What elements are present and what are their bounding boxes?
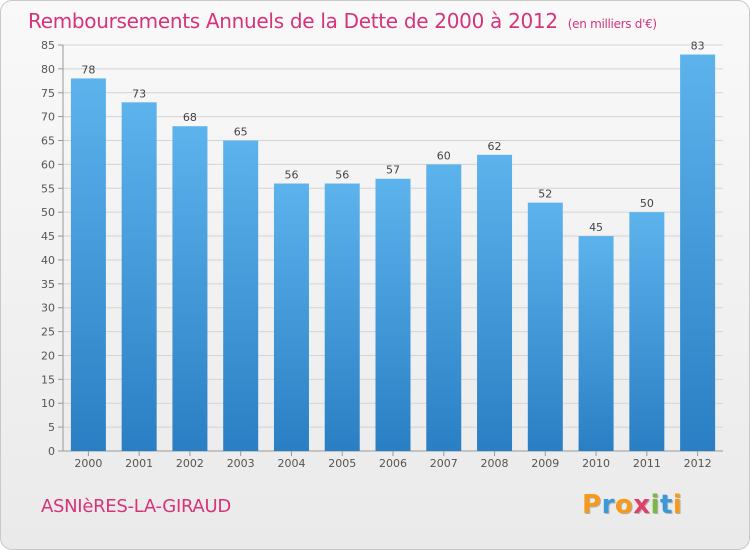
x-tick-label: 2007 xyxy=(430,457,458,470)
y-tick-label: 0 xyxy=(48,445,55,458)
value-label: 73 xyxy=(132,87,146,100)
logo-letter: r xyxy=(601,490,615,520)
y-tick-label: 55 xyxy=(41,182,55,195)
value-label: 60 xyxy=(437,149,451,162)
value-label: 62 xyxy=(488,140,502,153)
y-tick-label: 45 xyxy=(41,230,55,243)
bar-2007 xyxy=(426,164,462,452)
y-tick-label: 80 xyxy=(41,63,55,76)
x-tick-labels: 2000 2001 2002 2003 2004 2005 2006 2007 2008 2009… xyxy=(74,457,711,470)
value-label: 57 xyxy=(386,164,400,177)
x-tick-label: 2011 xyxy=(633,457,661,470)
y-tick-labels: 0 5 10 15 20 25 30 35 40 45 50 55 60 65 70 75 80 85 xyxy=(41,39,55,458)
value-label: 45 xyxy=(589,221,603,234)
bar-2003 xyxy=(223,140,259,451)
value-label: 56 xyxy=(335,169,349,182)
x-tick-label: 2003 xyxy=(227,457,255,470)
bar-2005 xyxy=(324,183,360,452)
bar-2000 xyxy=(70,78,106,451)
y-tick-label: 85 xyxy=(41,39,55,52)
x-tick-label: 2002 xyxy=(176,457,204,470)
y-tick-label: 20 xyxy=(41,349,55,362)
logo-letter: P xyxy=(582,490,602,520)
y-tick-label: 10 xyxy=(41,397,55,410)
bar-2009 xyxy=(527,202,563,451)
x-tick-label: 2012 xyxy=(684,457,712,470)
logo-letter: o xyxy=(614,490,634,520)
y-tick-label: 65 xyxy=(41,135,55,148)
y-tick-label: 35 xyxy=(41,278,55,291)
value-label: 56 xyxy=(284,169,298,182)
logo-letter: i xyxy=(650,490,660,520)
bar-2002 xyxy=(172,126,208,451)
chart-title: Remboursements Annuels de la Dette de 20… xyxy=(28,9,657,33)
y-tick-label: 50 xyxy=(41,206,55,219)
y-tick-label: 25 xyxy=(41,326,55,339)
y-tick-label: 70 xyxy=(41,111,55,124)
value-label: 50 xyxy=(640,197,654,210)
value-label: 52 xyxy=(538,188,552,201)
value-labels: 78 73 68 65 56 56 57 60 62 52 45 50 83 xyxy=(81,40,704,235)
y-tick-label: 60 xyxy=(41,158,55,171)
value-label: 83 xyxy=(691,40,705,53)
x-tick-label: 2005 xyxy=(328,457,356,470)
bar-2011 xyxy=(629,212,665,451)
x-tick-label: 2008 xyxy=(481,457,509,470)
y-tick-label: 5 xyxy=(48,421,55,434)
value-label: 65 xyxy=(234,126,248,139)
y-tick-label: 30 xyxy=(41,302,55,315)
x-tick-label: 2010 xyxy=(582,457,610,470)
bar-2010 xyxy=(578,236,614,451)
x-tick-label: 2004 xyxy=(277,457,305,470)
bar-2012 xyxy=(680,54,716,451)
chart-title-text: Remboursements Annuels de la Dette de 20… xyxy=(28,9,558,33)
bar-2006 xyxy=(375,178,411,451)
logo-letter: x xyxy=(633,490,651,520)
x-tick-label: 2009 xyxy=(531,457,559,470)
y-tick-label: 40 xyxy=(41,254,55,267)
bar-2008 xyxy=(477,154,513,451)
proxiti-logo: Proxiti xyxy=(582,490,682,520)
bar-2001 xyxy=(121,102,157,451)
y-tick-label: 75 xyxy=(41,87,55,100)
x-tick-label: 2000 xyxy=(74,457,102,470)
bars xyxy=(70,54,716,452)
city-name: ASNIèRES-LA-GIRAUD xyxy=(41,496,231,517)
x-tick-label: 2006 xyxy=(379,457,407,470)
x-tick-label: 2001 xyxy=(125,457,153,470)
y-tick-label: 15 xyxy=(41,373,55,386)
value-label: 68 xyxy=(183,111,197,124)
bar-2004 xyxy=(273,183,309,452)
logo-letter: t xyxy=(659,490,673,520)
logo-letter: i xyxy=(672,490,683,520)
value-label: 78 xyxy=(81,63,95,76)
chart-unit: (en milliers d'€) xyxy=(567,17,657,31)
